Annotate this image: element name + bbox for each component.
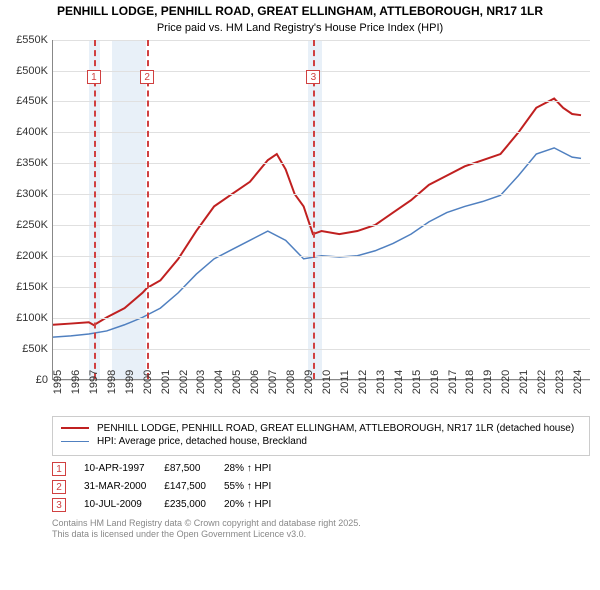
x-tick-label: 2005 xyxy=(231,369,243,393)
legend: PENHILL LODGE, PENHILL ROAD, GREAT ELLIN… xyxy=(52,416,590,456)
footer: Contains HM Land Registry data © Crown c… xyxy=(52,518,590,541)
gridline xyxy=(53,256,590,257)
x-tick-label: 2009 xyxy=(303,369,315,393)
y-tick-label: £50K xyxy=(8,343,48,355)
event-delta: 20% ↑ HPI xyxy=(224,496,289,514)
y-tick-label: £400K xyxy=(8,126,48,138)
footer-line-1: Contains HM Land Registry data © Crown c… xyxy=(52,518,590,530)
x-tick-label: 2010 xyxy=(321,369,333,393)
y-tick-label: £100K xyxy=(8,312,48,324)
event-marker: 1 xyxy=(52,462,66,476)
x-tick-label: 2019 xyxy=(482,369,494,393)
event-price: £147,500 xyxy=(164,478,224,496)
x-tick-label: 2008 xyxy=(285,369,297,393)
y-tick-label: £200K xyxy=(8,250,48,262)
x-tick-label: 2016 xyxy=(429,369,441,393)
gridline xyxy=(53,40,590,41)
x-tick-label: 1995 xyxy=(52,369,64,393)
gridline xyxy=(53,101,590,102)
gridline xyxy=(53,163,590,164)
event-marker: 2 xyxy=(52,480,66,494)
chart-subtitle: Price paid vs. HM Land Registry's House … xyxy=(0,22,600,40)
event-date: 10-APR-1997 xyxy=(84,460,164,478)
marker-box: 3 xyxy=(306,70,320,84)
x-tick-label: 2024 xyxy=(572,369,584,393)
x-tick-label: 1996 xyxy=(70,369,82,393)
x-tick-label: 2015 xyxy=(411,369,423,393)
x-tick-label: 1997 xyxy=(88,369,100,393)
legend-label: PENHILL LODGE, PENHILL ROAD, GREAT ELLIN… xyxy=(97,423,574,434)
y-tick-label: £500K xyxy=(8,65,48,77)
y-tick-label: £300K xyxy=(8,188,48,200)
events-table: 1 10-APR-1997£87,50028% ↑ HPI 2 31-MAR-2000… xyxy=(52,460,590,514)
y-tick-label: £0 xyxy=(8,374,48,386)
chart-title: PENHILL LODGE, PENHILL ROAD, GREAT ELLIN… xyxy=(0,0,600,22)
marker-box: 2 xyxy=(140,70,154,84)
chart-area: 1 2 3 £0 £50K £100K £150K £200K £250K £300K £350K… xyxy=(10,40,590,410)
y-tick-label: £450K xyxy=(8,95,48,107)
plot: 1 2 3 xyxy=(52,40,590,380)
x-tick-label: 2002 xyxy=(178,369,190,393)
gridline xyxy=(53,194,590,195)
marker-line xyxy=(313,40,315,379)
event-row: 3 10-JUL-2009£235,00020% ↑ HPI xyxy=(52,496,289,514)
legend-row: PENHILL LODGE, PENHILL ROAD, GREAT ELLIN… xyxy=(61,423,581,434)
y-tick-label: £250K xyxy=(8,219,48,231)
x-tick-label: 2011 xyxy=(339,370,351,394)
x-tick-label: 2021 xyxy=(518,369,530,393)
gridline xyxy=(53,71,590,72)
event-price: £87,500 xyxy=(164,460,224,478)
line-layer xyxy=(53,40,590,379)
x-tick-label: 2006 xyxy=(249,369,261,393)
legend-row: HPI: Average price, detached house, Brec… xyxy=(61,436,581,447)
event-price: £235,000 xyxy=(164,496,224,514)
event-row: 1 10-APR-1997£87,50028% ↑ HPI xyxy=(52,460,289,478)
y-tick-label: £550K xyxy=(8,34,48,46)
marker-box: 1 xyxy=(87,70,101,84)
event-row: 2 31-MAR-2000£147,50055% ↑ HPI xyxy=(52,478,289,496)
y-tick-label: £150K xyxy=(8,281,48,293)
legend-swatch xyxy=(61,427,89,429)
marker-line xyxy=(147,40,149,379)
x-tick-label: 2003 xyxy=(195,369,207,393)
event-date: 10-JUL-2009 xyxy=(84,496,164,514)
x-tick-label: 2014 xyxy=(393,369,405,393)
marker-line xyxy=(94,40,96,379)
x-tick-label: 1999 xyxy=(124,369,136,393)
event-marker: 3 xyxy=(52,498,66,512)
x-tick-label: 2017 xyxy=(447,369,459,393)
x-tick-label: 2023 xyxy=(554,369,566,393)
x-tick-label: 1998 xyxy=(106,369,118,393)
event-delta: 28% ↑ HPI xyxy=(224,460,289,478)
x-tick-label: 2004 xyxy=(213,369,225,393)
x-tick-label: 2012 xyxy=(357,369,369,393)
x-tick-label: 2007 xyxy=(267,369,279,393)
gridline xyxy=(53,349,590,350)
y-tick-label: £350K xyxy=(8,157,48,169)
x-tick-label: 2020 xyxy=(500,369,512,393)
x-tick-label: 2013 xyxy=(375,369,387,393)
gridline xyxy=(53,318,590,319)
gridline xyxy=(53,287,590,288)
x-tick-label: 2000 xyxy=(142,369,154,393)
x-tick-label: 2022 xyxy=(536,369,548,393)
legend-swatch xyxy=(61,441,89,442)
gridline xyxy=(53,132,590,133)
x-tick-label: 2018 xyxy=(464,369,476,393)
event-date: 31-MAR-2000 xyxy=(84,478,164,496)
x-tick-label: 2001 xyxy=(160,369,172,393)
series-hpi xyxy=(53,147,581,336)
legend-label: HPI: Average price, detached house, Brec… xyxy=(97,436,307,447)
footer-line-2: This data is licensed under the Open Gov… xyxy=(52,529,590,541)
gridline xyxy=(53,225,590,226)
event-delta: 55% ↑ HPI xyxy=(224,478,289,496)
